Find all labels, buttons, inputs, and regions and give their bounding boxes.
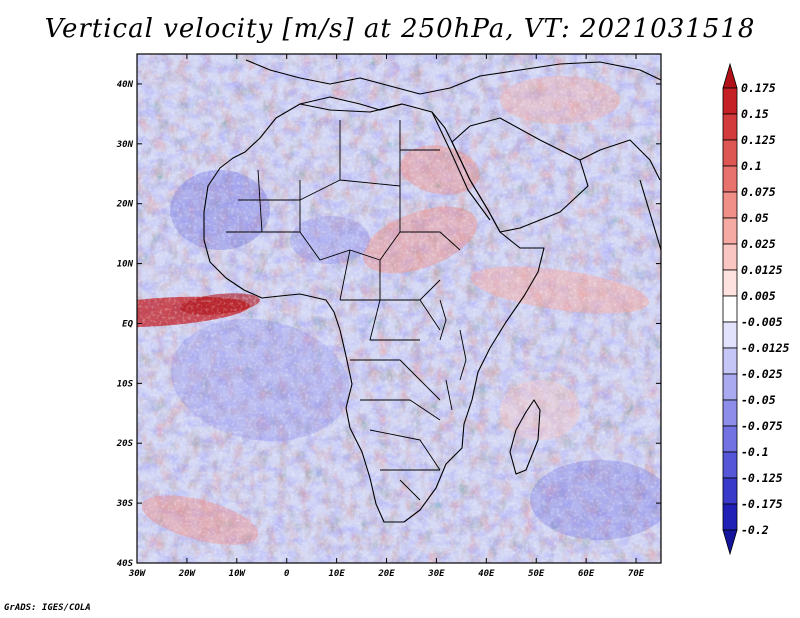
colorbar-label: -0.075 xyxy=(741,419,783,433)
country-borders-central xyxy=(299,186,461,341)
colorbar-label: -0.005 xyxy=(741,315,783,329)
y-tick-label: 40S xyxy=(117,559,134,569)
coastlines-and-borders xyxy=(203,59,661,523)
colorbar-box xyxy=(722,87,738,115)
x-tick-label: 30W xyxy=(128,569,147,579)
x-tick-label: 20W xyxy=(178,569,197,579)
mediterranean-coast xyxy=(299,103,403,113)
colorbar-box xyxy=(722,295,738,323)
colorbar-label: 0.0125 xyxy=(741,263,783,277)
europe-coastline xyxy=(245,59,661,95)
speckle-layer xyxy=(137,54,661,563)
colorbar-label: -0.0125 xyxy=(741,341,790,355)
grads-credit: GrADS: IGES/COLA xyxy=(4,603,91,613)
colorbar-box xyxy=(722,347,738,375)
colorbar-box xyxy=(722,373,738,401)
colorbar-box xyxy=(722,191,738,219)
colorbar-label: -0.05 xyxy=(741,393,776,407)
map-figure: 30W 20W 10W 0 10E 20E 30E 40E 50E 60E 70E 40N 30N 20… xyxy=(116,53,790,579)
y-tick-label: 10N xyxy=(117,260,134,270)
india-coastline xyxy=(639,179,661,251)
y-tick-label: 30N xyxy=(116,140,134,150)
colorbar-box xyxy=(722,451,738,479)
colorbar-bottom-arrow xyxy=(722,529,738,556)
colorbar-label: 0.175 xyxy=(741,81,776,95)
colorbar-box xyxy=(722,165,738,193)
y-axis: 40N 30N 20N 10N EQ 10S 20S 30S 40S xyxy=(116,80,661,569)
colorbar-box xyxy=(722,425,738,453)
x-tick-label: 50E xyxy=(528,569,545,579)
colorbar-label: 0.075 xyxy=(741,185,776,199)
y-tick-label: EQ xyxy=(122,319,133,329)
colorbar-box xyxy=(722,477,738,505)
colorbar: 0.175 0.15 0.125 0.1 0.075 0.05 0.025 0.0125 0.0… xyxy=(722,62,790,556)
colorbar-label: 0.005 xyxy=(741,289,776,303)
map-title: Vertical velocity [m/s] at 250hPa, VT: 2… xyxy=(44,14,756,44)
x-tick-label: 60E xyxy=(578,569,595,579)
y-tick-label: 20S xyxy=(116,439,134,449)
colorbar-label: 0.15 xyxy=(741,107,769,121)
country-borders-south xyxy=(350,359,441,501)
colorbar-label: 0.05 xyxy=(741,211,769,225)
plot-frame xyxy=(136,53,662,564)
red-sea-coast xyxy=(431,111,491,221)
x-tick-label: 40E xyxy=(478,569,495,579)
colorbar-label: 0.025 xyxy=(741,237,776,251)
great-lakes xyxy=(439,299,467,411)
x-tick-label: 10W xyxy=(229,569,247,579)
asia-coastline xyxy=(579,139,661,181)
colorbar-label: 0.125 xyxy=(741,133,776,147)
colorbar-box xyxy=(722,139,738,167)
y-tick-label: 30S xyxy=(116,499,134,509)
colorbar-label: -0.125 xyxy=(741,471,783,485)
colorbar-box xyxy=(722,399,738,427)
colorbar-top-arrow xyxy=(722,62,738,89)
y-tick-label: 10S xyxy=(117,379,134,389)
x-tick-label: 70E xyxy=(628,569,645,579)
colorbar-label: 0.1 xyxy=(741,159,762,173)
x-tick-label: 0 xyxy=(284,569,290,579)
country-borders-north xyxy=(226,120,440,233)
x-axis: 30W 20W 10W 0 10E 20E 30E 40E 50E 60E 70E xyxy=(128,54,645,579)
colorbar-box xyxy=(722,503,738,531)
shaded-field xyxy=(137,54,661,563)
colorbar-box xyxy=(722,243,738,271)
arabia-coastline xyxy=(451,117,589,233)
colorbar-label: -0.175 xyxy=(741,497,783,511)
colorbar-box xyxy=(722,321,738,349)
colorbar-label: -0.025 xyxy=(741,367,783,381)
colorbar-box xyxy=(722,217,738,245)
madagascar-coastline xyxy=(509,399,541,475)
x-tick-label: 10E xyxy=(328,569,345,579)
x-tick-label: 30E xyxy=(427,569,445,579)
colorbar-box xyxy=(722,269,738,297)
colorbar-box xyxy=(722,113,738,141)
x-tick-label: 20E xyxy=(377,569,395,579)
y-tick-label: 20N xyxy=(116,200,134,210)
colorbar-label: -0.1 xyxy=(741,445,769,459)
y-tick-label: 40N xyxy=(117,80,134,90)
africa-coastline xyxy=(203,96,545,523)
colorbar-label: -0.2 xyxy=(741,523,769,537)
